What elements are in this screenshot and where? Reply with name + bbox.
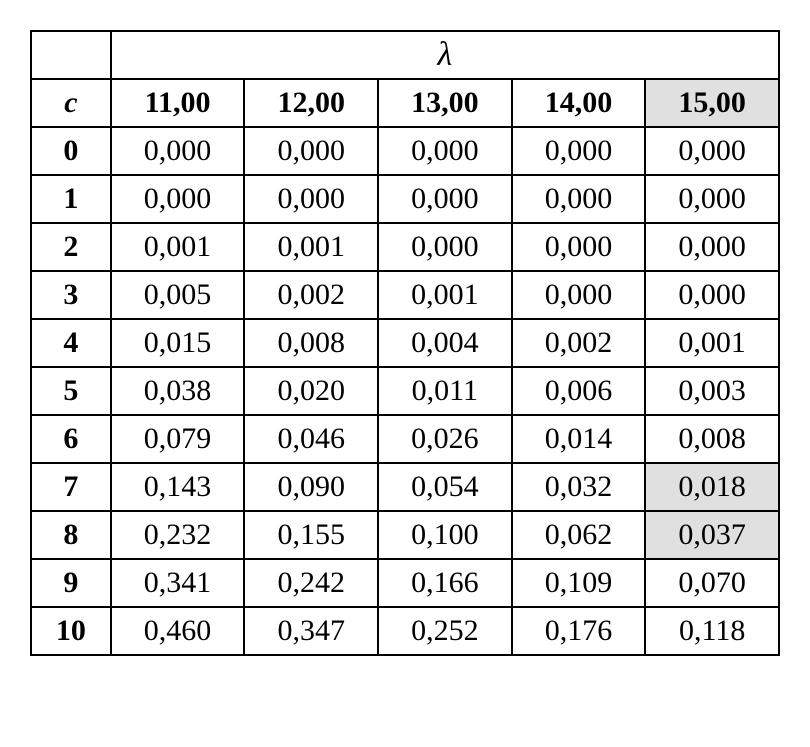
cell: 0,000: [512, 223, 646, 271]
table-row: 6 0,079 0,046 0,026 0,014 0,008: [31, 415, 779, 463]
cell: 0,232: [111, 511, 245, 559]
table-row: 3 0,005 0,002 0,001 0,000 0,000: [31, 271, 779, 319]
blank-corner: [31, 31, 111, 79]
cell: 0,014: [512, 415, 646, 463]
cell: 0,242: [244, 559, 378, 607]
row-label: 3: [31, 271, 111, 319]
table-row: 4 0,015 0,008 0,004 0,002 0,001: [31, 319, 779, 367]
cell: 0,000: [378, 175, 512, 223]
row-label: 4: [31, 319, 111, 367]
cell: 0,090: [244, 463, 378, 511]
lambda-header-4: 15,00: [645, 79, 779, 127]
cell: 0,054: [378, 463, 512, 511]
cell: 0,062: [512, 511, 646, 559]
row-label: 5: [31, 367, 111, 415]
row-label: 1: [31, 175, 111, 223]
row-label: 9: [31, 559, 111, 607]
cell: 0,341: [111, 559, 245, 607]
row-label: 7: [31, 463, 111, 511]
cell: 0,460: [111, 607, 245, 655]
cell: 0,005: [111, 271, 245, 319]
table-row: 7 0,143 0,090 0,054 0,032 0,018: [31, 463, 779, 511]
cell: 0,176: [512, 607, 646, 655]
cell: 0,026: [378, 415, 512, 463]
cell: 0,000: [512, 127, 646, 175]
cell: 0,001: [378, 271, 512, 319]
c-symbol-cell: c: [31, 79, 111, 127]
cell: 0,000: [244, 127, 378, 175]
header-row: c 11,00 12,00 13,00 14,00 15,00: [31, 79, 779, 127]
table-body: λ c 11,00 12,00 13,00 14,00 15,00 0 0,00…: [31, 31, 779, 655]
cell: 0,008: [244, 319, 378, 367]
cell: 0,118: [645, 607, 779, 655]
cell: 0,000: [512, 271, 646, 319]
cell: 0,002: [244, 271, 378, 319]
lambda-header-3: 14,00: [512, 79, 646, 127]
cell: 0,003: [645, 367, 779, 415]
cell: 0,015: [111, 319, 245, 367]
cell: 0,004: [378, 319, 512, 367]
cell: 0,252: [378, 607, 512, 655]
lambda-header-1: 12,00: [244, 79, 378, 127]
table-row: 5 0,038 0,020 0,011 0,006 0,003: [31, 367, 779, 415]
table-row: 0 0,000 0,000 0,000 0,000 0,000: [31, 127, 779, 175]
cell: 0,008: [645, 415, 779, 463]
cell: 0,070: [645, 559, 779, 607]
row-label: 0: [31, 127, 111, 175]
table-row: 8 0,232 0,155 0,100 0,062 0,037: [31, 511, 779, 559]
lambda-header-2: 13,00: [378, 79, 512, 127]
cell: 0,032: [512, 463, 646, 511]
cell: 0,000: [645, 223, 779, 271]
cell: 0,001: [244, 223, 378, 271]
cell: 0,038: [111, 367, 245, 415]
cell: 0,000: [378, 223, 512, 271]
cell: 0,046: [244, 415, 378, 463]
table-row: 9 0,341 0,242 0,166 0,109 0,070: [31, 559, 779, 607]
cell: 0,143: [111, 463, 245, 511]
cell: 0,020: [244, 367, 378, 415]
cell: 0,000: [645, 127, 779, 175]
cell: 0,000: [645, 175, 779, 223]
table-row: 10 0,460 0,347 0,252 0,176 0,118: [31, 607, 779, 655]
cell: 0,037: [645, 511, 779, 559]
cell: 0,002: [512, 319, 646, 367]
cell: 0,006: [512, 367, 646, 415]
row-label: 8: [31, 511, 111, 559]
cell: 0,000: [645, 271, 779, 319]
cell: 0,100: [378, 511, 512, 559]
c-symbol: c: [64, 86, 77, 119]
table-row: 1 0,000 0,000 0,000 0,000 0,000: [31, 175, 779, 223]
cell: 0,000: [378, 127, 512, 175]
cell: 0,155: [244, 511, 378, 559]
lambda-header-0: 11,00: [111, 79, 245, 127]
cell: 0,000: [512, 175, 646, 223]
cell: 0,347: [244, 607, 378, 655]
lambda-symbol-cell: λ: [111, 31, 779, 79]
cell: 0,001: [645, 319, 779, 367]
lambda-row: λ: [31, 31, 779, 79]
cell: 0,166: [378, 559, 512, 607]
cell: 0,001: [111, 223, 245, 271]
cell: 0,109: [512, 559, 646, 607]
table-row: 2 0,001 0,001 0,000 0,000 0,000: [31, 223, 779, 271]
cell: 0,079: [111, 415, 245, 463]
cell: 0,000: [244, 175, 378, 223]
cell: 0,000: [111, 127, 245, 175]
cell: 0,011: [378, 367, 512, 415]
probability-table: λ c 11,00 12,00 13,00 14,00 15,00 0 0,00…: [30, 30, 780, 656]
row-label: 6: [31, 415, 111, 463]
cell: 0,000: [111, 175, 245, 223]
cell: 0,018: [645, 463, 779, 511]
lambda-symbol: λ: [438, 36, 453, 73]
row-label: 2: [31, 223, 111, 271]
row-label: 10: [31, 607, 111, 655]
